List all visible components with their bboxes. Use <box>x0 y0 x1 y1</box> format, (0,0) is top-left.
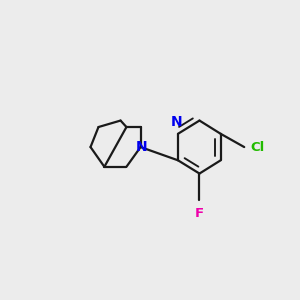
Text: Cl: Cl <box>251 141 265 154</box>
Text: N: N <box>136 140 148 154</box>
Text: N: N <box>171 115 182 128</box>
Text: F: F <box>195 206 204 220</box>
